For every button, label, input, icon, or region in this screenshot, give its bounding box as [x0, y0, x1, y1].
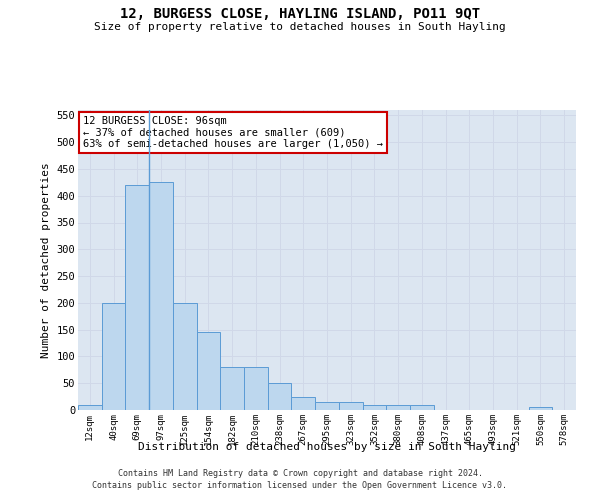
Bar: [339, 402, 362, 410]
Text: Size of property relative to detached houses in South Hayling: Size of property relative to detached ho…: [94, 22, 506, 32]
Bar: [386, 404, 410, 410]
Bar: [220, 367, 244, 410]
Bar: [149, 182, 173, 410]
Text: Distribution of detached houses by size in South Hayling: Distribution of detached houses by size …: [138, 442, 516, 452]
Bar: [292, 396, 315, 410]
Text: 12 BURGESS CLOSE: 96sqm
← 37% of detached houses are smaller (609)
63% of semi-d: 12 BURGESS CLOSE: 96sqm ← 37% of detache…: [83, 116, 383, 149]
Text: 12, BURGESS CLOSE, HAYLING ISLAND, PO11 9QT: 12, BURGESS CLOSE, HAYLING ISLAND, PO11 …: [120, 8, 480, 22]
Bar: [102, 303, 125, 410]
Bar: [244, 367, 268, 410]
Bar: [315, 402, 339, 410]
Bar: [173, 303, 197, 410]
Text: Contains HM Land Registry data © Crown copyright and database right 2024.: Contains HM Land Registry data © Crown c…: [118, 468, 482, 477]
Text: Contains public sector information licensed under the Open Government Licence v3: Contains public sector information licen…: [92, 481, 508, 490]
Bar: [529, 408, 552, 410]
Y-axis label: Number of detached properties: Number of detached properties: [41, 162, 51, 358]
Bar: [268, 383, 292, 410]
Bar: [197, 332, 220, 410]
Bar: [125, 185, 149, 410]
Bar: [362, 404, 386, 410]
Bar: [410, 404, 434, 410]
Bar: [78, 404, 102, 410]
